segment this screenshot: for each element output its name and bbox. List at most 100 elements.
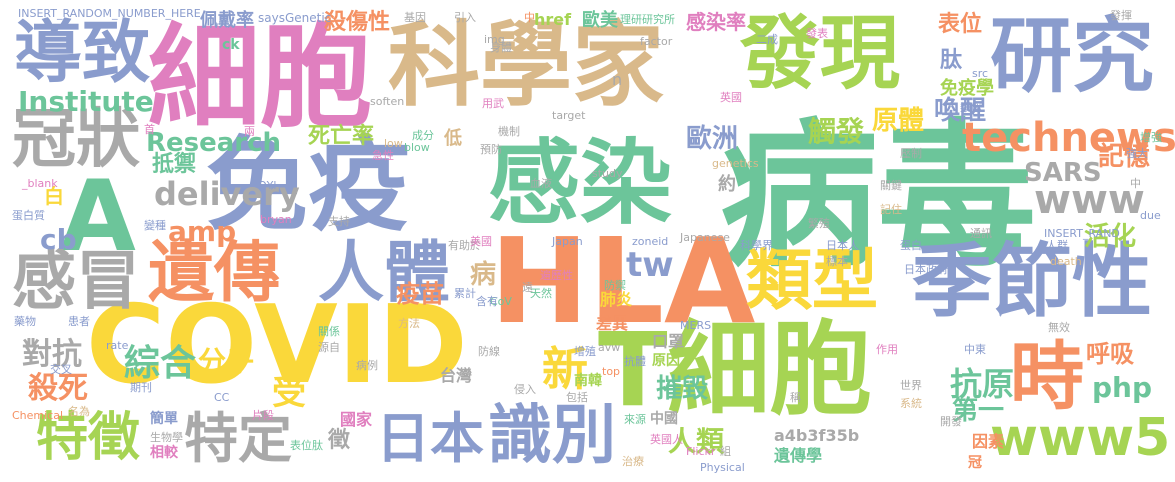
word-fangyu: 防禦 [604,279,626,292]
word-pianduan: 片段 [252,409,274,422]
word-yimiao: 疫苗 [396,280,444,308]
word-zhong: 中 [1130,177,1141,190]
word-xiangjiao: 相較 [150,445,178,461]
word-shasi: 殺死 [28,371,88,406]
word-huanzhe: 患者 [68,315,90,328]
word-jiaocha: 交叉 [50,363,72,376]
word-guanjian: 關鍵 [880,179,902,192]
word-shijie: 世界 [900,379,922,392]
word-hanyou: 含有 [476,295,498,308]
word-chemical: Chemical [12,409,64,422]
word-cb: cb [40,223,77,256]
word-liang: 兩 [244,125,255,138]
word-bryan: bryan [260,213,292,226]
word-bianzhong: 變種 [144,219,166,232]
word-jixing: 急性 [372,149,394,162]
word-mianyi: 免疫 [206,127,410,246]
word-zheng: 徵 [328,428,351,453]
word-tai: 肽 [940,48,963,73]
word-delivery: delivery [154,175,300,213]
word-leixing: 類型 [746,242,878,319]
word-qikan: 期刊 [130,381,152,394]
word-qiangda: 強大 [1126,147,1148,160]
word-covid: COVID [86,283,468,408]
word-qinru: 侵入 [514,383,536,396]
word-nanhan: 南韓 [574,373,602,389]
word-yuanyin: 原因 [652,353,680,369]
word-jizhi: 機制 [498,125,520,138]
word-youzhuyu: 有助於 [448,239,481,252]
word-hla: HLA [490,212,756,350]
word-baokuo: 包括 [566,391,588,404]
word-yichuanxue: 遺傳學 [774,446,823,465]
word-oumei: 歐美 [582,10,618,31]
word-biaoben: 標本 [826,255,848,268]
word-flickr: Flickr [686,445,716,458]
word-yuanzi: 源自 [318,341,340,354]
word-zuoyong: 作用 [876,343,898,356]
word-yuan: 遠 [522,281,533,294]
word-peidailv: 佩戴率 [200,10,254,31]
word-kaifa: 開發 [940,415,962,428]
word-xin: 新 [542,342,588,396]
word-ck: ck [222,37,240,53]
word-guojia: 國家 [340,410,373,429]
word-tw: tw [626,245,674,285]
word-yingguoren: 英國人 [650,433,683,446]
word-tongxun: 通訊 [970,227,992,240]
word-yingguo: 英國 [720,91,742,104]
word-insert-rand: INSERT_RAND [1044,227,1120,240]
word-siwanglv: 死亡率 [308,124,375,149]
word-guan: 冠 [968,455,982,471]
word-blank: _blank [22,177,58,190]
word-biaoweitai: 表位肽 [290,439,323,452]
word-ribenzhengfu: 日本政府 [904,263,948,276]
word-riben: 日本 [376,407,484,470]
word-ouzhou: 歐洲 [686,124,739,154]
word-t-xibao: T細胞 [598,311,872,430]
word-mianyixue: 免疫學 [940,78,994,99]
word-huanxing: 喚醒 [934,96,987,126]
word-bai: 白 [44,184,64,208]
word-yuanti: 原體 [872,106,925,136]
word-yinsu: 因素 [972,432,1005,451]
word-soften: soften [370,95,405,108]
word-huxi: 呼吸 [1086,340,1134,368]
word-study: study [592,167,623,180]
word-di: 低 [444,128,462,149]
word-cc: CC [214,391,230,404]
word-technews: technews [962,115,1175,161]
word-genetics: genetics [712,157,759,170]
word-kouzhao: 口罩 [652,332,685,351]
word-biaowei: 表位 [938,12,983,37]
word-guanxi: 關係 [318,325,340,338]
word-danbaizhi: 蛋白質 [12,209,45,222]
word-leiji: 累計 [454,287,476,300]
word-institute: Institute [18,85,154,118]
word-fanzhi: 繁殖 [808,217,830,230]
word-fangxian: 防線 [478,345,500,358]
word-zengqiang: 增強 [1140,131,1162,144]
word-yichuan: 遺傳 [148,234,280,311]
word-www5: www5 [990,408,1171,468]
word-cov: CoV [490,295,512,308]
word-zoneid: zoneid [632,235,669,248]
word-japanese: Japanese [680,231,730,244]
word-shi: 時 [1010,334,1084,420]
word-shibie: 識別 [488,399,616,473]
word-feiyan: 肺炎 [600,290,633,309]
word-diyi: 第一 [952,396,1005,426]
word-shashangxing: 殺傷性 [324,10,391,35]
word-zhiliao: 治療 [622,455,644,468]
word-huohua: 活化 [1084,222,1137,252]
word-chayi: 差異 [596,314,629,333]
word-renti: 人體 [318,234,450,311]
word-fahui: 發揮 [1110,9,1132,22]
word-kangti: 抗體 [624,355,646,368]
word-zonghe: 綜合 [124,343,197,384]
word-www: www [1034,177,1145,223]
word-diyu: 抵禦 [152,152,197,177]
word-renlei: 人類 [668,425,725,458]
word-src: src [972,67,989,80]
word-danbai: 蛋白 [900,239,922,252]
